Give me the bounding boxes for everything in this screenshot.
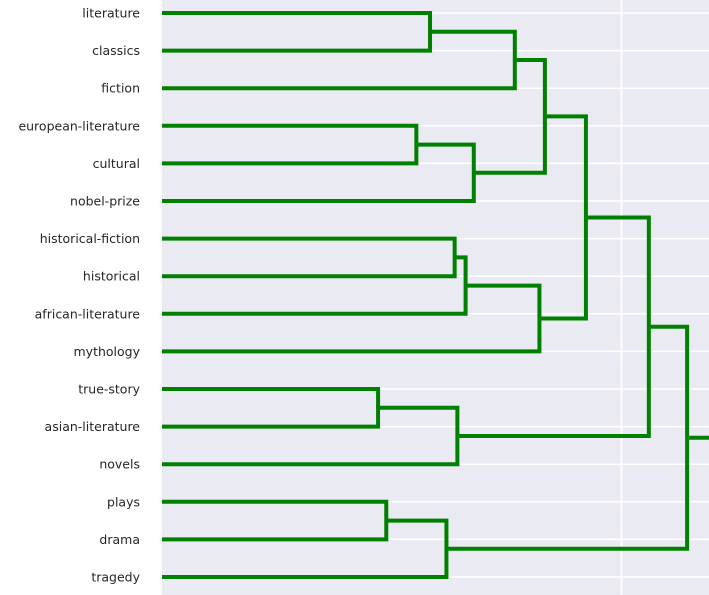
leaf-label-historical: historical xyxy=(83,269,140,284)
plot-background xyxy=(162,0,709,595)
leaf-label-european-literature: european-literature xyxy=(18,118,140,133)
leaf-label-cultural: cultural xyxy=(93,156,140,171)
leaf-label-true-story: true-story xyxy=(78,382,140,397)
leaf-label-novels: novels xyxy=(99,457,140,472)
leaf-label-drama: drama xyxy=(99,532,140,547)
leaf-labels: literature classics fiction european-litera… xyxy=(18,6,140,585)
leaf-label-nobel-prize: nobel-prize xyxy=(70,194,140,209)
dendrogram-links xyxy=(162,11,709,579)
leaf-label-fiction: fiction xyxy=(101,81,140,96)
leaf-label-historical-fiction: historical-fiction xyxy=(40,231,140,246)
leaf-label-tragedy: tragedy xyxy=(91,570,140,585)
leaf-label-literature: literature xyxy=(82,6,140,21)
leaf-label-plays: plays xyxy=(107,494,140,509)
leaf-label-classics: classics xyxy=(92,43,140,58)
leaf-label-african-literature: african-literature xyxy=(35,306,141,321)
leaf-label-mythology: mythology xyxy=(74,344,141,359)
leaf-label-asian-literature: asian-literature xyxy=(45,419,141,434)
